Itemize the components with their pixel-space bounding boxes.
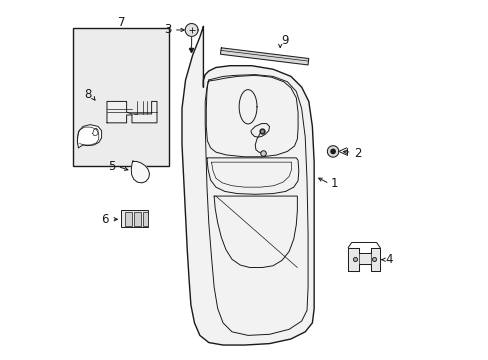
Bar — [121, 210, 148, 227]
Polygon shape — [220, 48, 308, 65]
Bar — [124, 212, 132, 226]
Polygon shape — [327, 146, 338, 157]
Text: 7: 7 — [117, 16, 125, 29]
Bar — [73, 28, 169, 166]
Polygon shape — [185, 23, 198, 36]
Text: 6: 6 — [101, 213, 108, 226]
Text: 8: 8 — [84, 88, 92, 101]
Bar — [134, 212, 141, 226]
Polygon shape — [347, 248, 380, 271]
Text: 2: 2 — [354, 147, 361, 160]
Bar — [142, 212, 148, 226]
Polygon shape — [182, 26, 313, 345]
Polygon shape — [77, 125, 102, 148]
Text: 4: 4 — [385, 253, 392, 266]
Text: 3: 3 — [163, 23, 171, 36]
Polygon shape — [107, 102, 157, 123]
Text: 5: 5 — [107, 160, 115, 173]
Polygon shape — [131, 160, 149, 183]
Polygon shape — [330, 149, 335, 154]
Text: 1: 1 — [329, 177, 337, 190]
Text: 9: 9 — [280, 34, 287, 47]
